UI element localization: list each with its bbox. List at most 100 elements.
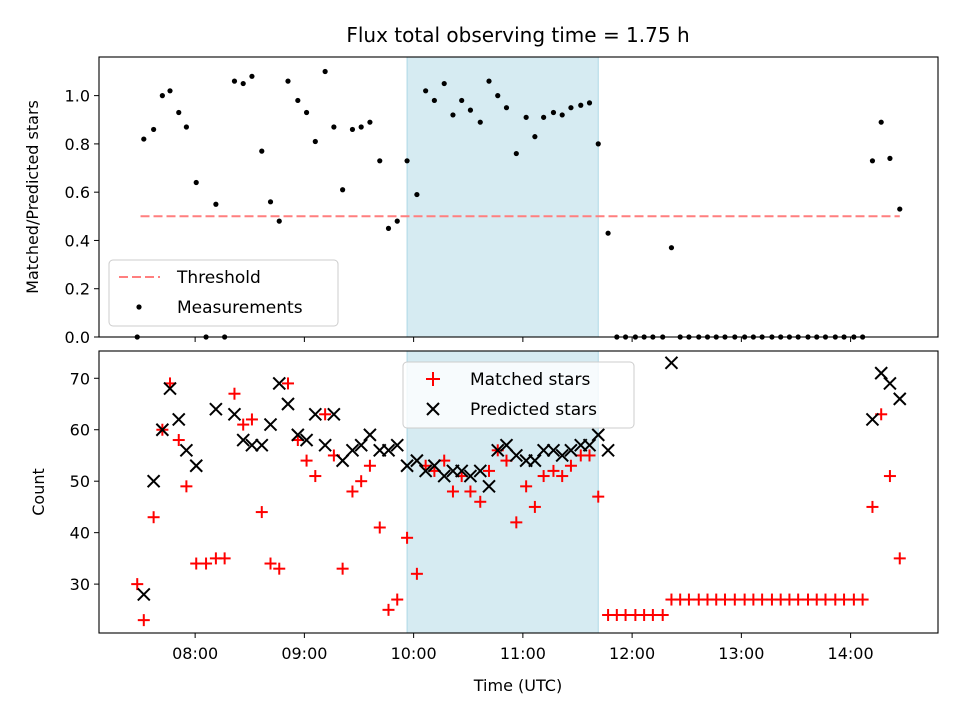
predicted-star-point xyxy=(155,423,170,437)
predicted-star-point xyxy=(318,438,332,452)
measurements-legend-label: Measurements xyxy=(177,298,303,318)
predicted-legend-label: Predicted stars xyxy=(470,400,597,420)
measurement-point xyxy=(312,138,318,145)
measurement-point xyxy=(176,109,182,116)
matched-star-point xyxy=(355,475,368,488)
matched-star-point xyxy=(273,562,286,575)
y-tick-label: 40 xyxy=(70,524,90,543)
matched-star-point xyxy=(537,470,550,483)
measurement-point xyxy=(276,218,282,224)
matched-star-point xyxy=(883,470,896,483)
measurement-point xyxy=(878,119,884,125)
measurements-legend-swatch xyxy=(136,304,142,310)
predicted-star-point xyxy=(227,407,242,422)
predicted-star-point xyxy=(555,448,569,463)
predicted-star-point xyxy=(564,443,578,458)
predicted-star-point xyxy=(582,438,597,452)
predicted-star-point xyxy=(335,453,350,468)
measurement-point xyxy=(467,107,474,113)
x-tick-label: 13:00 xyxy=(718,644,764,663)
x-tick-label: 11:00 xyxy=(500,644,546,663)
top-panel: 0.0 0.2 0.4 0.6 0.8 1.0 Matched/Predicted sta… xyxy=(23,56,939,347)
measurement-point xyxy=(141,136,147,142)
matched-star-point xyxy=(228,387,241,400)
predicted-star-point xyxy=(299,433,314,447)
bottom-legend: Matched stars Predicted stars xyxy=(402,361,635,429)
measurement-point xyxy=(159,93,165,99)
predicted-star-point xyxy=(509,448,524,463)
y-tick-label: 30 xyxy=(70,575,90,594)
measurement-point xyxy=(668,245,675,251)
matched-star-point xyxy=(147,511,160,524)
matched-star-point xyxy=(237,418,250,431)
matched-star-point xyxy=(373,521,386,534)
matched-star-point xyxy=(391,593,404,606)
measurement-point xyxy=(183,124,189,130)
measurement-point xyxy=(240,80,246,87)
predicted-star-point xyxy=(209,402,223,416)
predicted-star-point xyxy=(865,412,880,427)
predicted-star-point xyxy=(437,469,451,483)
measurement-point xyxy=(897,206,903,212)
matched-star-point xyxy=(382,603,395,616)
measurement-point xyxy=(385,225,392,231)
matched-star-point xyxy=(856,593,869,606)
measurement-point xyxy=(477,119,483,125)
matched-star-point xyxy=(446,485,459,498)
matched-star-point xyxy=(336,562,349,575)
matched-star-point xyxy=(180,480,193,493)
matched-star-point xyxy=(520,480,533,493)
y-tick-label: 1.0 xyxy=(65,87,90,106)
matched-star-point xyxy=(264,557,277,570)
predicted-star-point xyxy=(874,366,888,380)
predicted-star-point xyxy=(546,443,561,458)
predicted-star-point xyxy=(263,417,278,432)
matched-star-point xyxy=(656,608,669,621)
top-highlight-span xyxy=(406,56,599,338)
measurement-point xyxy=(423,88,429,94)
predicted-star-point xyxy=(381,443,396,458)
matched-star-point xyxy=(131,578,144,591)
measurement-point xyxy=(367,119,373,125)
matched-star-point xyxy=(172,434,185,447)
predicted-star-point xyxy=(172,412,186,427)
measurement-point xyxy=(193,179,199,186)
measurement-point xyxy=(322,68,328,75)
predicted-star-point xyxy=(345,443,360,458)
predicted-star-point xyxy=(272,376,286,391)
y-tick-label: 0.8 xyxy=(65,135,90,154)
top-legend: Threshold Measurements xyxy=(108,259,339,327)
bottom-legend-box xyxy=(402,361,635,429)
predicted-star-point xyxy=(390,438,404,452)
measurement-point xyxy=(559,112,565,118)
matched-star-point xyxy=(218,552,231,565)
predicted-star-point xyxy=(137,587,151,602)
measurement-point xyxy=(404,158,410,164)
predicted-star-point xyxy=(499,438,514,452)
measurement-point xyxy=(532,134,538,140)
x-tick-label: 14:00 xyxy=(828,644,874,663)
measurement-point xyxy=(486,78,492,84)
matched-star-point xyxy=(583,449,596,462)
predicted-star-point xyxy=(536,443,551,458)
bottom-plot-frame xyxy=(98,350,939,634)
measurement-point xyxy=(377,158,383,164)
matched-star-point xyxy=(866,500,879,513)
measurement-point xyxy=(394,218,400,224)
y-tick-label: 50 xyxy=(70,472,90,491)
matched-star-point xyxy=(363,459,376,472)
measurement-point xyxy=(523,114,529,120)
matched-star-point xyxy=(474,495,487,508)
predicted-star-point xyxy=(291,428,305,442)
measurement-point xyxy=(568,105,574,111)
top-y-axis: 0.0 0.2 0.4 0.6 0.8 1.0 xyxy=(65,87,99,347)
measurement-point xyxy=(249,73,255,79)
x-axis-label: Time (UTC) xyxy=(473,676,562,695)
predicted-star-point xyxy=(189,459,203,473)
top-plot-frame xyxy=(98,56,939,338)
measurement-point xyxy=(340,187,346,193)
measurement-point xyxy=(213,201,219,207)
measurements-points xyxy=(134,68,903,340)
matched-stars-points xyxy=(131,377,906,627)
